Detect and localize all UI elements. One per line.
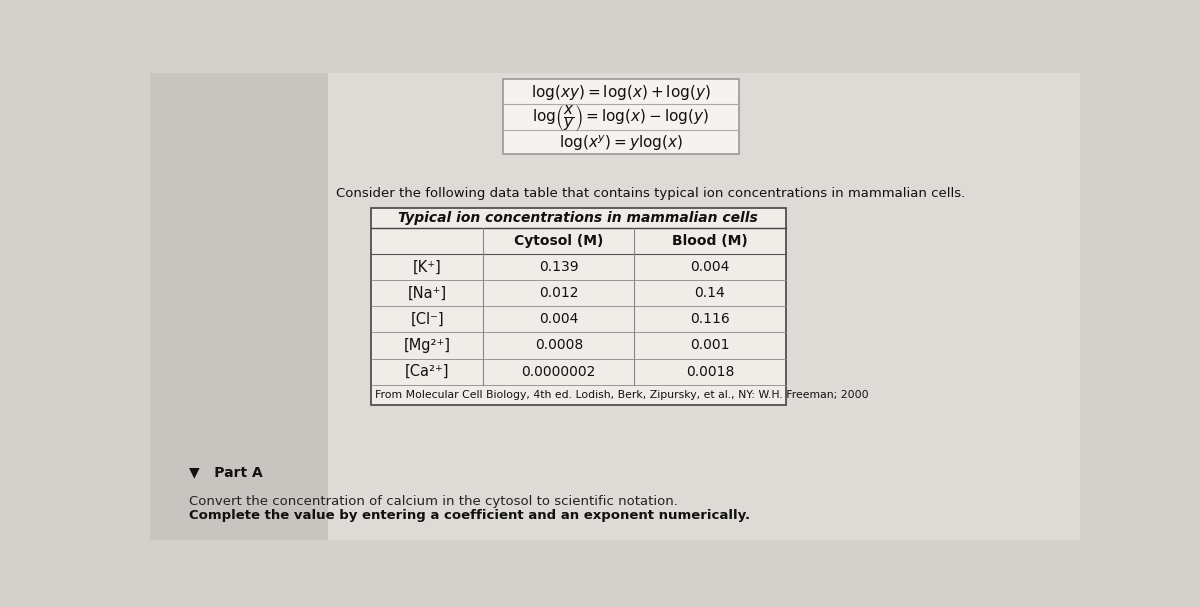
Text: ▼   Part A: ▼ Part A xyxy=(188,466,263,480)
Bar xyxy=(371,208,786,228)
Bar xyxy=(371,306,786,332)
Text: 0.0008: 0.0008 xyxy=(535,339,583,353)
Text: [Mg²⁺]: [Mg²⁺] xyxy=(403,338,450,353)
Text: [K⁺]: [K⁺] xyxy=(413,259,442,274)
Text: Typical ion concentrations in mammalian cells: Typical ion concentrations in mammalian … xyxy=(398,211,758,225)
Bar xyxy=(329,73,1080,540)
Text: 0.001: 0.001 xyxy=(690,339,730,353)
Text: 0.116: 0.116 xyxy=(690,312,730,326)
Text: $\log\!\left(\dfrac{x}{y}\right) = \log(x) - \log(y)$: $\log\!\left(\dfrac{x}{y}\right) = \log(… xyxy=(533,103,709,132)
Text: 0.139: 0.139 xyxy=(539,260,578,274)
Text: Consider the following data table that contains typical ion concentrations in ma: Consider the following data table that c… xyxy=(336,187,965,200)
Bar xyxy=(371,208,786,405)
Text: Convert the concentration of calcium in the cytosol to scientific notation.: Convert the concentration of calcium in … xyxy=(188,495,678,508)
Bar xyxy=(371,254,786,280)
Text: Blood (M): Blood (M) xyxy=(672,234,748,248)
Bar xyxy=(371,332,786,359)
Text: [Cl⁻]: [Cl⁻] xyxy=(410,312,444,327)
Bar xyxy=(371,385,786,405)
Bar xyxy=(150,73,329,540)
Text: Cytosol (M): Cytosol (M) xyxy=(514,234,604,248)
Text: 0.012: 0.012 xyxy=(539,286,578,300)
Bar xyxy=(371,228,786,254)
Bar xyxy=(371,280,786,306)
Text: 0.0000002: 0.0000002 xyxy=(522,365,596,379)
Text: Complete the value by entering a coefficient and an exponent numerically.: Complete the value by entering a coeffic… xyxy=(188,509,750,523)
Bar xyxy=(371,359,786,385)
Text: 0.0018: 0.0018 xyxy=(685,365,734,379)
Text: $\log(x^y) = y\log(x)$: $\log(x^y) = y\log(x)$ xyxy=(559,133,683,153)
Text: 0.004: 0.004 xyxy=(539,312,578,326)
Text: 0.004: 0.004 xyxy=(690,260,730,274)
Text: [Na⁺]: [Na⁺] xyxy=(408,285,446,300)
Text: 0.14: 0.14 xyxy=(695,286,725,300)
Bar xyxy=(503,79,739,154)
Text: [Ca²⁺]: [Ca²⁺] xyxy=(404,364,449,379)
Text: From Molecular Cell Biology, 4th ed. Lodish, Berk, Zipursky, et al., NY: W.H. Fr: From Molecular Cell Biology, 4th ed. Lod… xyxy=(374,390,869,399)
Text: $\log(xy) = \log(x) + \log(y)$: $\log(xy) = \log(x) + \log(y)$ xyxy=(532,83,710,101)
